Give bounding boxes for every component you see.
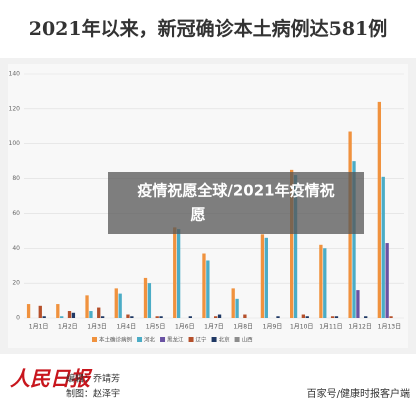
bar (176, 229, 181, 318)
x-tick-label: 1月6日 (175, 324, 195, 331)
bar (147, 283, 152, 318)
bar (260, 234, 265, 318)
bar (188, 316, 192, 318)
bar (235, 298, 239, 318)
x-tick-label: 1月11日 (319, 324, 342, 331)
bar (56, 304, 60, 318)
bar (97, 307, 101, 318)
legend-swatch (160, 337, 166, 342)
bar (114, 288, 118, 318)
x-tick-label: 1月5日 (146, 324, 166, 331)
y-tick-label: 140 (9, 71, 21, 78)
overlay-text: 愿 (190, 206, 205, 224)
y-tick-label: 40 (12, 245, 20, 252)
bar (67, 311, 72, 318)
x-tick-label: 1月4日 (116, 324, 136, 331)
editor: 编辑：乔靖芳 (66, 373, 120, 385)
legend-swatch (211, 337, 217, 342)
bar (334, 316, 339, 318)
x-tick-label: 1月7日 (204, 324, 224, 331)
bar (26, 304, 31, 318)
x-tick-label: 1月2日 (58, 324, 78, 331)
legend-label: 黑龙江 (167, 336, 184, 344)
legend-label: 山西 (242, 336, 254, 344)
bar (319, 244, 323, 318)
overlay-box (108, 172, 364, 234)
legend-swatch (188, 337, 194, 342)
bar (159, 316, 163, 318)
bar (364, 316, 368, 318)
x-tick-label: 1月1日 (29, 324, 49, 331)
bar (385, 243, 389, 318)
x-tick-label: 1月3日 (87, 324, 107, 331)
bar (330, 316, 335, 318)
y-tick-label: 120 (9, 105, 21, 112)
bar (118, 293, 122, 318)
bar (264, 237, 268, 318)
bar (60, 316, 64, 318)
title: 2021年以来，新冠确诊本土病例达581例 (29, 17, 388, 40)
bar (71, 312, 76, 318)
y-tick-label: 60 (12, 210, 20, 217)
bar (206, 260, 210, 318)
bar (301, 314, 306, 318)
bar (130, 316, 134, 318)
y-tick-label: 20 (12, 280, 20, 287)
bar (231, 288, 235, 318)
y-tick-label: 100 (9, 140, 21, 147)
legend-label: 本土确诊病例 (99, 336, 133, 344)
bar (100, 316, 105, 318)
bar (217, 314, 222, 318)
designer: 制图：赵泽宇 (66, 388, 120, 400)
bar (305, 316, 309, 318)
source: 百家号/健康时报客户端 (307, 387, 410, 400)
bar (173, 227, 177, 318)
x-tick-label: 1月12日 (348, 324, 371, 331)
x-tick-label: 1月10日 (290, 324, 313, 331)
bar (377, 101, 382, 318)
bar (290, 169, 294, 318)
bar (243, 314, 247, 318)
legend-swatch (92, 337, 97, 342)
y-tick-label: 0 (16, 315, 20, 322)
bar (214, 316, 218, 318)
bar (155, 316, 159, 318)
bar (356, 290, 360, 318)
bar (202, 253, 206, 318)
bar (276, 316, 280, 318)
bar (85, 295, 89, 318)
bar (89, 311, 93, 318)
logo: 人民日报 (10, 367, 93, 391)
bar (293, 175, 298, 318)
bar (381, 176, 385, 318)
bar (323, 248, 327, 318)
legend-label: 河北 (144, 336, 156, 344)
legend-label: 北京 (219, 336, 231, 344)
legend-swatch (137, 337, 143, 342)
x-tick-label: 1月9日 (263, 324, 283, 331)
bar (389, 316, 393, 318)
legend-label: 辽宁 (196, 336, 208, 344)
bar (126, 314, 130, 318)
bar (143, 277, 148, 318)
y-tick-label: 80 (12, 175, 20, 182)
overlay-text: 疫情祝愿全球/2021年疫情祝 (137, 182, 334, 200)
x-tick-label: 1月8日 (233, 324, 253, 331)
bar (38, 305, 42, 318)
bar (352, 161, 356, 318)
bar (42, 316, 46, 318)
x-tick-label: 1月13日 (378, 324, 401, 331)
legend-swatch (234, 337, 240, 342)
